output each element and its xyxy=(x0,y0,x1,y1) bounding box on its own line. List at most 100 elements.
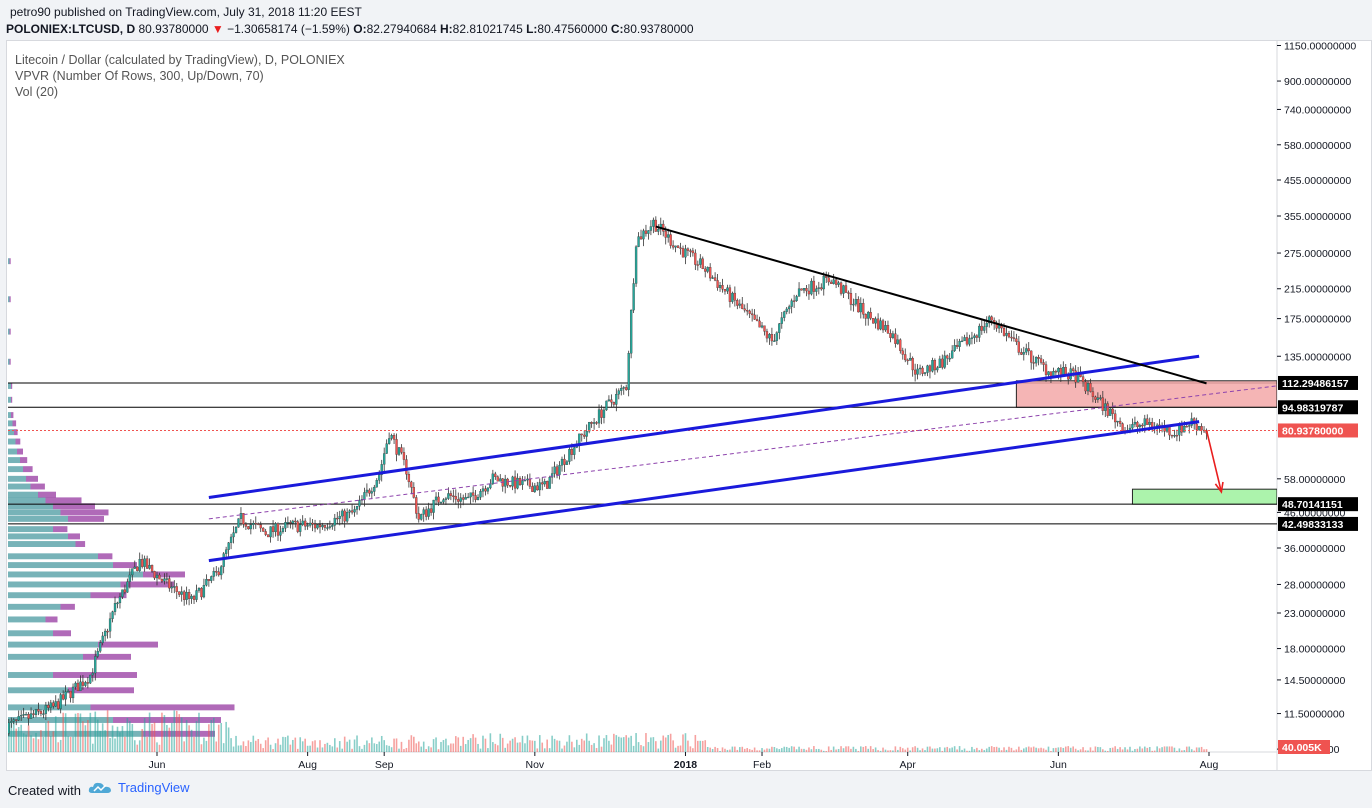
volume-bar xyxy=(993,747,995,752)
candle-body xyxy=(904,354,907,361)
candle-body xyxy=(99,642,102,652)
volume-bar xyxy=(978,750,981,752)
candle-body xyxy=(173,586,176,588)
candle-body xyxy=(634,246,638,284)
volume-bar xyxy=(724,748,726,752)
volume-bar xyxy=(635,733,637,752)
vpvr-up-bar xyxy=(8,412,11,419)
candle-body xyxy=(47,705,50,708)
volume-bar xyxy=(430,747,432,752)
candle-body xyxy=(133,566,136,569)
vpvr-down-bar xyxy=(98,641,158,648)
volume-bar xyxy=(1104,750,1107,752)
close-value: 80.93780000 xyxy=(623,22,694,36)
volume-bar xyxy=(1087,750,1089,752)
tradingview-link[interactable]: TradingView xyxy=(88,780,190,795)
candle-body xyxy=(872,318,875,324)
volume-bar xyxy=(45,722,47,752)
volume-bar xyxy=(598,735,600,752)
candle-body xyxy=(918,367,922,370)
volume-bar xyxy=(756,750,758,752)
volume-bar xyxy=(250,742,252,752)
volume-bar xyxy=(99,730,102,752)
volume-bar xyxy=(862,746,865,752)
candle-body xyxy=(467,496,470,499)
y-tick-label: 1150.00000000 xyxy=(1284,40,1356,52)
volume-bar xyxy=(840,746,842,752)
candle-body xyxy=(37,709,40,712)
candle-body xyxy=(175,586,178,592)
candle-body xyxy=(1188,425,1191,427)
candle-body xyxy=(187,592,191,599)
volume-bar xyxy=(109,738,111,752)
candle-body xyxy=(743,308,746,311)
level-price-tag-bg xyxy=(1278,497,1358,512)
volume-bar xyxy=(269,744,272,752)
candle-body xyxy=(736,300,739,306)
x-tick-label: Jun xyxy=(1050,759,1067,771)
volume-bar xyxy=(161,712,163,752)
candle-body xyxy=(392,435,396,440)
candle-body xyxy=(197,587,201,591)
candle-body xyxy=(170,586,173,589)
candle-body xyxy=(301,520,304,525)
candle-body xyxy=(674,245,677,248)
candle-body xyxy=(965,337,969,345)
volume-bar xyxy=(445,738,447,752)
volume-bar xyxy=(351,748,353,752)
volume-bar xyxy=(729,749,731,752)
candle-body xyxy=(1096,397,1100,400)
candle-body xyxy=(437,496,440,503)
level-price-tag: 48.70141151 xyxy=(1282,499,1343,511)
candle-body xyxy=(923,372,927,374)
volume-bar xyxy=(487,748,489,752)
candle-body xyxy=(5,727,7,734)
vpvr-up-bar xyxy=(8,429,14,436)
volume-bar xyxy=(289,744,292,752)
volume-bar xyxy=(200,744,203,752)
candle-body xyxy=(546,481,549,489)
candle-body xyxy=(699,258,702,265)
volume-bar xyxy=(227,727,230,752)
candle-body xyxy=(830,281,833,284)
vpvr-down-bar xyxy=(113,717,221,723)
candle-body xyxy=(876,318,880,330)
candle-body xyxy=(627,353,630,390)
volume-bar xyxy=(1062,747,1065,752)
candle-body xyxy=(444,498,448,500)
volume-bar xyxy=(697,740,699,752)
volume-bar xyxy=(1173,747,1176,752)
volume-bar xyxy=(585,733,588,752)
candle-body xyxy=(990,316,993,321)
volume-bar xyxy=(948,748,951,752)
candle-body xyxy=(155,574,159,579)
volume-bar xyxy=(316,747,319,752)
candle-body xyxy=(447,493,450,499)
volume-bar xyxy=(1037,748,1040,752)
x-tick-label: Nov xyxy=(525,759,544,771)
volume-bar xyxy=(1121,749,1124,752)
volume-bar xyxy=(499,733,502,752)
candle-body xyxy=(121,589,124,597)
volume-bar xyxy=(580,738,583,752)
candle-body xyxy=(143,558,146,567)
volume-bar xyxy=(968,750,971,752)
candle-body xyxy=(365,489,369,493)
candle-body xyxy=(859,303,862,313)
candle-body xyxy=(842,285,845,294)
candle-body xyxy=(647,230,650,234)
candle-body xyxy=(741,303,744,309)
candle-body xyxy=(138,559,141,571)
volume-bar xyxy=(304,738,306,752)
vpvr-down-bar xyxy=(90,592,127,599)
candle-body xyxy=(1074,370,1077,383)
volume-bar xyxy=(232,746,235,752)
candle-body xyxy=(946,355,949,359)
volume-bar xyxy=(1057,747,1060,752)
author-link[interactable]: petro90 xyxy=(10,5,51,19)
candle-body xyxy=(224,549,228,554)
volume-bar xyxy=(627,737,630,752)
volume-bar xyxy=(198,712,200,752)
candle-body xyxy=(262,527,265,532)
